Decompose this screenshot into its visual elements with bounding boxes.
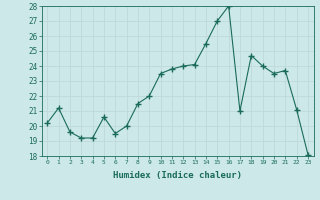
- X-axis label: Humidex (Indice chaleur): Humidex (Indice chaleur): [113, 171, 242, 180]
